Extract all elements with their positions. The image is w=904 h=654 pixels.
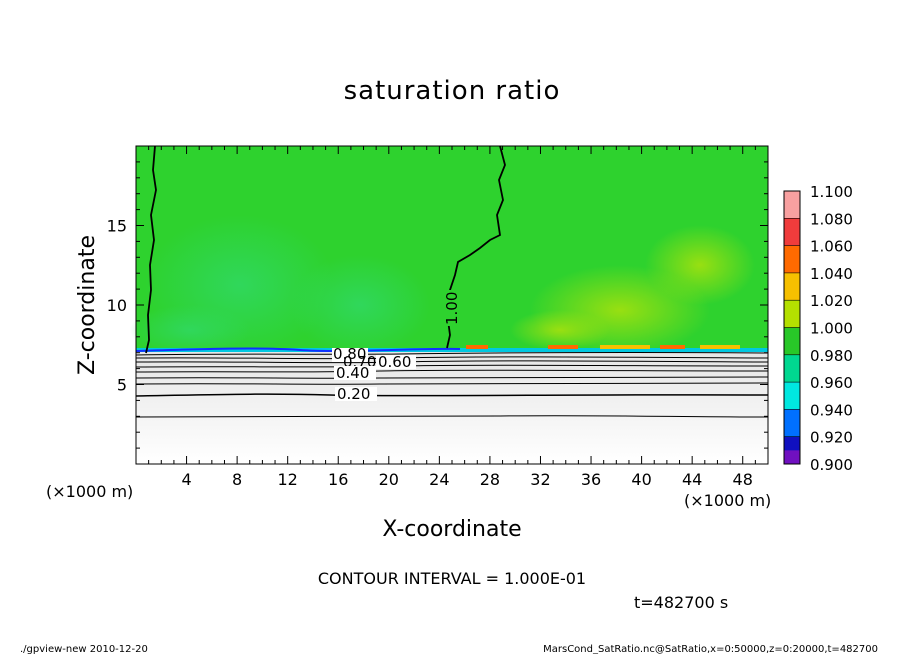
- y-axis-title: Z-coordinate: [75, 235, 100, 375]
- colorbar-segment: [784, 327, 800, 355]
- colorbar-label: 0.960: [810, 374, 853, 392]
- footer-left: ./gpview-new 2010-12-20: [20, 644, 148, 654]
- x-axis-title: X-coordinate: [382, 517, 521, 542]
- y-tick-label: 15: [107, 217, 127, 236]
- x-tick-label: 44: [682, 470, 702, 489]
- x-tick-label: 8: [232, 470, 242, 489]
- x-unit-right: (×1000 m): [684, 491, 771, 510]
- x-tick-label: 36: [581, 470, 601, 489]
- contour-interval-text: CONTOUR INTERVAL = 1.000E-01: [318, 569, 586, 588]
- y-tick-label: 10: [107, 296, 127, 315]
- colorbar-segment: [784, 354, 800, 383]
- colorbar-label: 1.040: [810, 265, 853, 283]
- x-tick-label: 32: [530, 470, 550, 489]
- contour-1-00-left: [145, 145, 157, 354]
- colorbar-segment: [784, 218, 800, 246]
- colorbar-label: 0.920: [810, 429, 853, 447]
- colorbar-label: 1.100: [810, 183, 853, 201]
- colorbar-label: 0.940: [810, 401, 853, 419]
- time-text: t=482700 s: [634, 593, 728, 612]
- x-tick-label: 28: [480, 470, 500, 489]
- y-axis-ticks: 5 10 15: [107, 161, 768, 449]
- x-tick-label: 24: [429, 470, 449, 489]
- colorbar-label: 0.900: [810, 456, 853, 474]
- contour-label-0-20: 0.20: [337, 385, 370, 403]
- x-tick-label: 40: [631, 470, 651, 489]
- contour-label-0-40: 0.40: [336, 364, 369, 382]
- x-unit-left: (×1000 m): [46, 482, 133, 501]
- colorbar: 1.100 1.080 1.060 1.040 1.020 1.000 0.980 0.960…: [783, 183, 853, 474]
- colorbar-label: 1.060: [810, 238, 853, 256]
- colorbar-segment: [784, 409, 800, 437]
- colorbar-segment: [784, 272, 800, 301]
- field-blob-right-2: [645, 225, 755, 305]
- colorbar-label: 0.980: [810, 347, 853, 365]
- colorbar-segment: [784, 382, 800, 410]
- chart-title: saturation ratio: [343, 76, 561, 106]
- field-blob-left-3: [130, 305, 250, 355]
- colorbar-label: 1.080: [810, 210, 853, 228]
- colorbar-label: 1.000: [810, 320, 853, 338]
- x-tick-label: 16: [328, 470, 348, 489]
- field-lower: [136, 352, 768, 464]
- field-boundary-band: [136, 348, 768, 352]
- colorbar-segment: [784, 245, 800, 273]
- x-tick-label: 48: [733, 470, 753, 489]
- y-tick-label: 5: [117, 376, 127, 395]
- supersat-strip: [466, 345, 740, 349]
- footer-right: MarsCond_SatRatio.nc@SatRatio,x=0:50000,…: [543, 644, 878, 654]
- colorbar-segment: [784, 300, 800, 328]
- colorbar-segment: [784, 450, 800, 464]
- contour-label-0-60: 0.60: [378, 353, 411, 371]
- x-tick-label: 20: [379, 470, 399, 489]
- contour-label-1-00: 1.00: [443, 292, 461, 325]
- x-tick-label: 12: [278, 470, 298, 489]
- field-blob-left-2: [290, 255, 430, 355]
- colorbar-segment: [784, 191, 800, 219]
- contour-label-0-80: 0.80: [333, 345, 366, 363]
- field-blob-right-3: [510, 310, 610, 350]
- x-tick-label: 4: [181, 470, 191, 489]
- colorbar-label: 1.020: [810, 292, 853, 310]
- field-boundary-blue: [135, 347, 461, 352]
- x-axis-ticks: 4 8 12 16 20 24 28 32 36 40 44 48: [148, 146, 756, 489]
